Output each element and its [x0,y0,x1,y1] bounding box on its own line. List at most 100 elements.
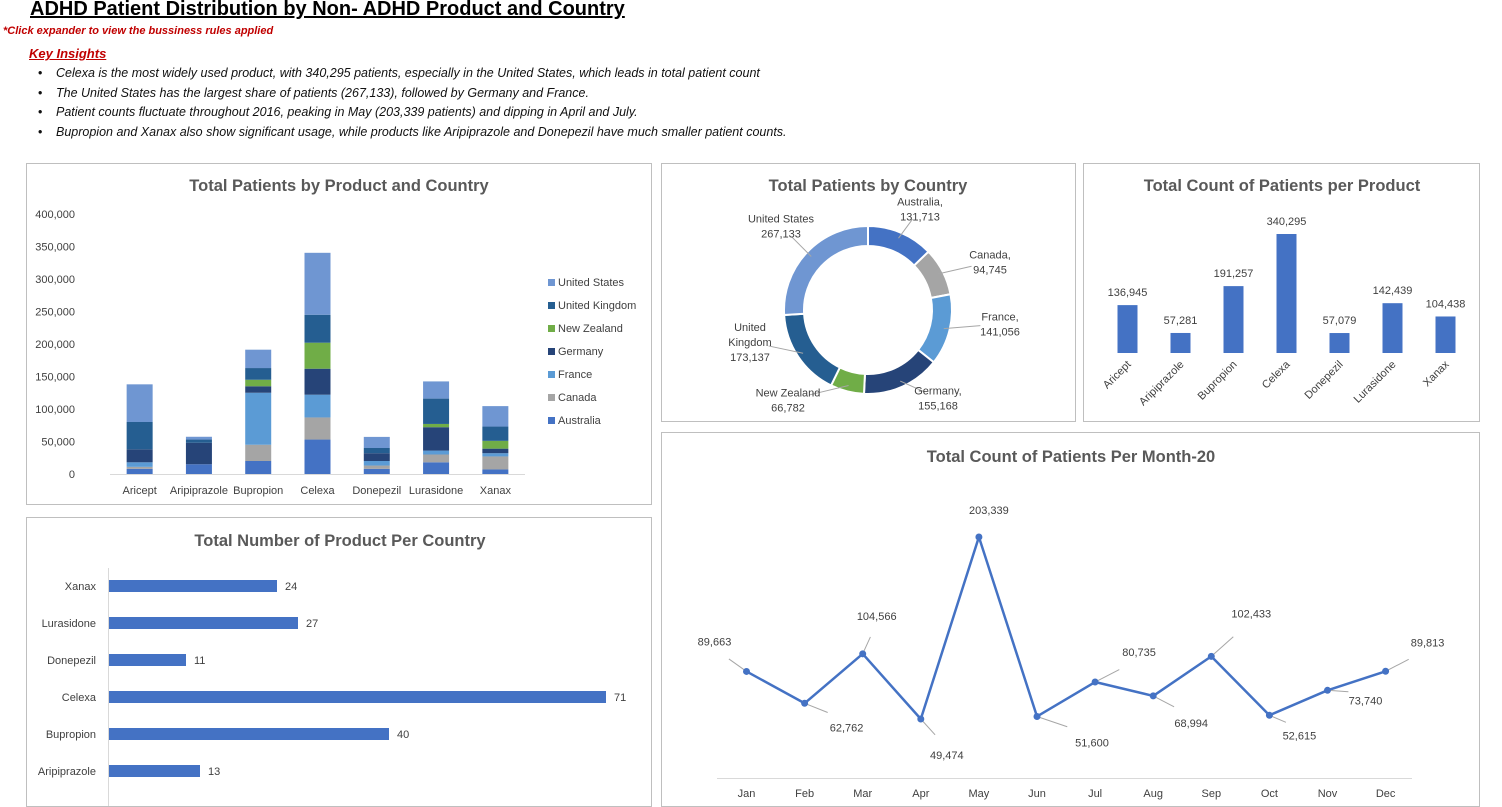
month-label: Mar [853,788,872,800]
product-chart-svg: Total Count of Patients per Product 136,… [1101,177,1466,409]
insights-heading: Key Insights [29,46,107,61]
stacked-bar-segment [482,440,509,449]
donut-data-label: 155,168 [918,401,958,413]
monthly-chart-panel[interactable]: Total Count of Patients Per Month-20 89,… [661,432,1480,807]
x-tick-label: Bupropion [233,485,283,497]
hbar-bar [109,617,298,629]
line-point [801,699,809,707]
month-label: Sep [1202,788,1222,800]
hbar-data-label: 24 [285,581,297,593]
stacked-chart-plot: 0 50,000 100,000 150,000 200,000 250,000 300,0… [35,209,636,497]
month-label: Oct [1261,788,1278,800]
leader-line [1385,658,1409,672]
expander-note[interactable]: *Click expander to view the bussiness ru… [3,25,274,37]
donut-data-label: United States [748,214,815,226]
donut-data-label: Germany, [914,386,961,398]
insight-text: The United States has the largest share … [56,85,589,100]
line-point [859,650,867,658]
line-point [1149,692,1157,700]
donut-chart-panel[interactable]: Total Patients by Country Australia, 131,… [661,163,1076,422]
product-x-label: Aripiprazole [1137,359,1187,409]
line-data-label: 68,994 [1174,718,1208,730]
stacked-bar-segment [185,464,212,474]
product-bar [1382,303,1403,353]
line-data-label: 102,433 [1231,608,1271,620]
month-label: Apr [912,788,929,800]
product-x-label: Bupropion [1196,359,1240,403]
stacked-bar-segment [245,461,272,474]
line-point [1207,652,1215,660]
product-bar [1435,316,1456,353]
line-data-label: 52,615 [1283,730,1317,742]
stacked-bar-segment [363,461,390,466]
legend-swatch [548,348,555,355]
hbar-bar [109,580,277,592]
stacked-bar-segment [245,444,272,461]
hbar-category-label: Donepezil [47,655,96,667]
donut-data-label: 66,782 [771,403,805,415]
insights-list: • Celexa is the most widely used product,… [38,64,787,142]
donut-data-label: 141,056 [980,327,1020,339]
insight-text: Celexa is the most widely used product, … [56,66,760,80]
product-bar [1117,305,1138,353]
donut-leader-line [768,345,804,354]
bullet-icon: • [38,66,43,80]
month-label: Jun [1028,788,1046,800]
line-point [1324,686,1331,694]
line-point [917,715,925,723]
donut-data-label: Canada, [969,250,1011,262]
donut-data-label: 131,713 [900,212,940,224]
monthly-chart-title: Total Count of Patients Per Month-20 [927,448,1215,466]
product-chart-panel[interactable]: Total Count of Patients per Product 136,… [1083,163,1480,422]
y-tick-label: 400,000 [35,209,75,221]
stacked-bar-segment [304,439,331,474]
leader-line [1210,636,1234,657]
donut-slice [783,312,842,387]
line-data-label: 203,339 [969,505,1009,517]
stacked-chart-svg: Total Patients by Product and Country 0 5… [35,177,636,497]
line-data-label: 73,740 [1349,695,1383,707]
product-x-label: Donepezil [1303,359,1346,402]
legend-label: New Zealand [558,323,623,335]
product-x-label: Lurasidone [1352,359,1399,406]
monthly-chart-plot: 89,663 Jan 62,762 Feb 104,566 Mar 49,474 Apr 203… [698,505,1445,800]
donut-leader-line [937,265,972,275]
stacked-bar-segment [482,448,509,454]
y-tick-label: 300,000 [35,274,75,286]
legend-swatch [548,417,555,424]
hbar-chart-panel[interactable]: Total Number of Product Per Country Xana… [26,517,652,807]
month-label: Jan [738,788,756,800]
bullet-icon: • [38,124,43,139]
x-tick-label: Lurasidone [409,485,463,497]
hbar-category-label: Bupropion [46,729,96,741]
stacked-bar-segment [245,386,272,393]
donut-data-label: France, [981,312,1018,324]
stacked-bar-segment [304,314,331,343]
product-data-label: 104,438 [1426,298,1466,310]
stacked-bar-segment [482,469,509,474]
hbar-data-label: 27 [306,618,318,630]
y-tick-label: 200,000 [35,339,75,351]
x-tick-label: Celexa [300,485,335,497]
stacked-chart-panel[interactable]: Total Patients by Product and Country 0 5… [26,163,652,505]
line-point [1265,711,1273,719]
line-point [1033,712,1041,720]
leader-line [804,702,828,713]
product-x-label: Aricept [1101,359,1134,392]
leader-line [1036,716,1068,728]
stacked-bar-segment [423,462,450,474]
legend-label: Australia [558,415,602,427]
legend-label: United Kingdom [558,300,636,312]
stacked-bar-segment [126,468,153,474]
stacked-bar-segment [245,392,272,445]
monthly-line [745,535,1386,721]
stacked-bar-segment [126,449,153,463]
stacked-bar-segment [126,384,153,422]
insight-item: • Celexa is the most widely used product,… [38,64,787,84]
product-chart-title: Total Count of Patients per Product [1144,177,1421,195]
stacked-bar-segment [423,381,450,399]
donut-data-label: Australia, [897,197,943,209]
monthly-chart-svg: Total Count of Patients Per Month-20 89,… [698,448,1445,800]
stacked-bar-segment [482,453,509,457]
stacked-bar-segment [126,462,153,467]
